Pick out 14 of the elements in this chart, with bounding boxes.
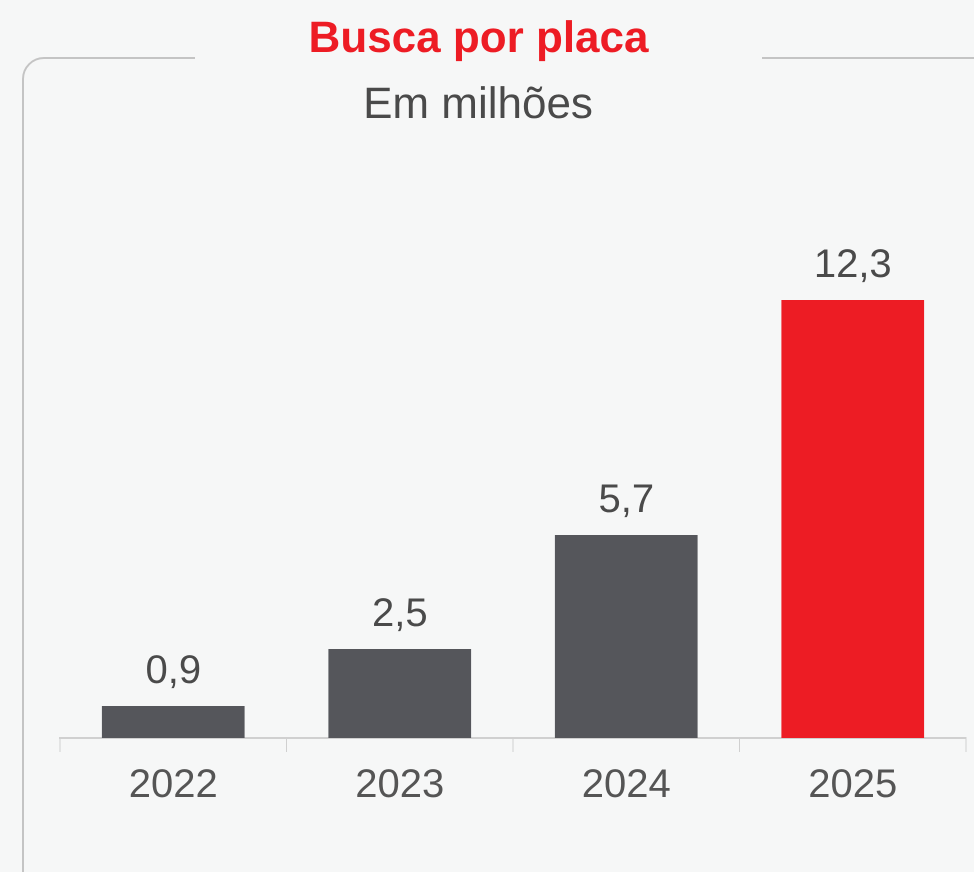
data-label: 2,5	[372, 590, 428, 635]
data-label: 0,9	[145, 648, 202, 692]
bar	[554, 534, 698, 738]
bar	[781, 300, 924, 738]
x-tick-label: 2025	[808, 762, 898, 806]
data-label: 5,7	[598, 477, 654, 522]
x-tick-label: 2023	[355, 762, 444, 806]
bar	[328, 648, 472, 738]
chart-subtitle: Em milhões	[362, 78, 594, 130]
chart-title: Busca por placa	[195, 8, 762, 68]
bar	[102, 706, 245, 738]
data-label: 12,3	[814, 242, 892, 286]
x-tick-label: 2024	[582, 762, 671, 806]
x-tick-label: 2022	[128, 762, 218, 806]
